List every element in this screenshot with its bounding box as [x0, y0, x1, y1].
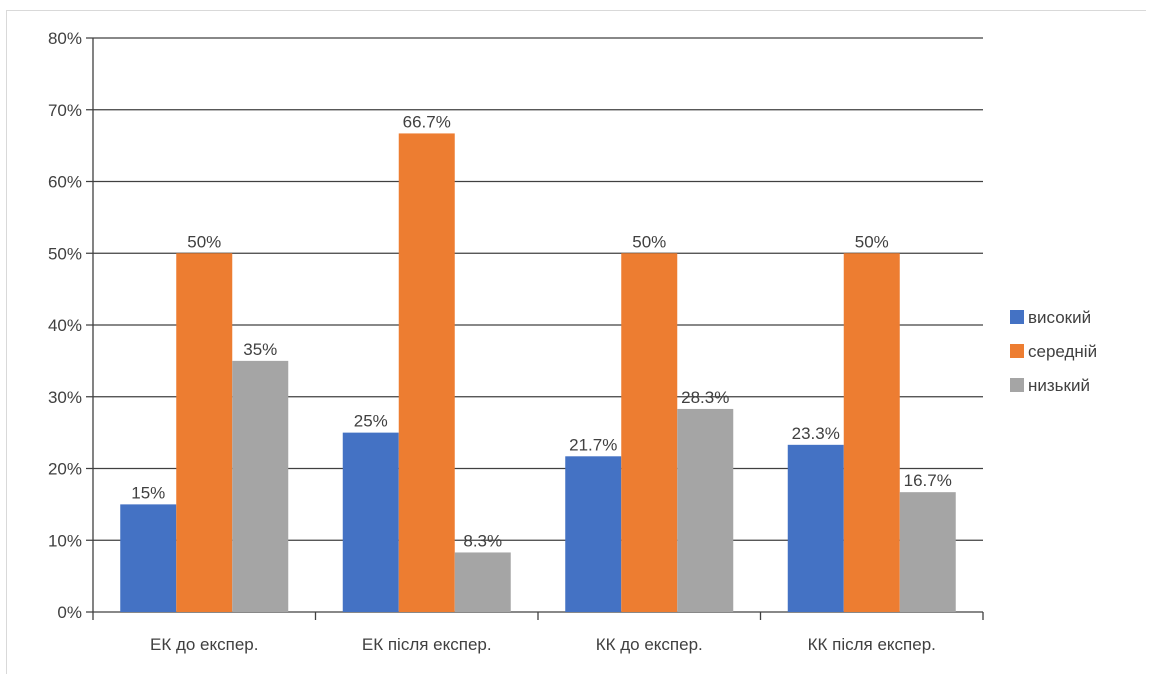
y-tick-label: 30% — [48, 388, 82, 407]
bar — [621, 253, 678, 612]
y-tick-label: 70% — [48, 101, 82, 120]
x-tick-label: КК після експер. — [808, 635, 936, 654]
y-tick-label: 40% — [48, 316, 82, 335]
bars — [120, 133, 956, 613]
y-tick-label: 10% — [48, 531, 82, 550]
y-tick-label: 80% — [48, 29, 82, 48]
bar — [843, 253, 900, 612]
legend-swatch — [1010, 344, 1024, 358]
bar — [176, 253, 233, 612]
y-tick-label: 60% — [48, 173, 82, 192]
grid-lines — [86, 37, 983, 613]
data-label: 28.3% — [681, 388, 729, 407]
data-label: 50% — [187, 232, 221, 251]
data-label: 21.7% — [569, 435, 617, 454]
legend-label: середній — [1028, 342, 1097, 361]
data-label: 23.3% — [792, 424, 840, 443]
x-tick-label: КК до експер. — [596, 635, 703, 654]
data-label: 50% — [855, 232, 889, 251]
data-label: 35% — [243, 340, 277, 359]
bar — [232, 360, 289, 612]
bar — [565, 456, 622, 612]
data-label: 8.3% — [463, 531, 502, 550]
data-labels: 15% 50% 35% 25% 66.7% 8.3% 21.7% 50% 28.3% 23.3% 5… — [131, 112, 952, 550]
bar — [398, 133, 455, 613]
y-tick-label: 0% — [57, 603, 82, 622]
data-label: 16.7% — [904, 471, 952, 490]
data-label: 25% — [354, 412, 388, 431]
chart-frame — [6, 10, 1146, 674]
data-label: 15% — [131, 483, 165, 502]
legend-swatch — [1010, 310, 1024, 324]
bar — [677, 408, 734, 612]
x-tick-label: ЕК до експер. — [150, 635, 258, 654]
x-tick-label: ЕК після експер. — [362, 635, 492, 654]
data-label: 50% — [632, 232, 666, 251]
y-tick-label: 20% — [48, 460, 82, 479]
bar — [120, 504, 177, 612]
legend: високий середній низький — [1010, 308, 1097, 395]
legend-label: високий — [1028, 308, 1091, 327]
legend-label: низький — [1028, 376, 1090, 395]
y-tick-label: 50% — [48, 244, 82, 263]
bar — [899, 492, 956, 612]
y-axis: 0% 10% 20% 30% 40% 50% 60% 70% 80% — [48, 29, 94, 622]
data-label: 66.7% — [403, 112, 451, 131]
bar — [342, 432, 399, 612]
legend-swatch — [1010, 378, 1024, 392]
x-axis: ЕК до експер. ЕК після експер. КК до експе… — [92, 612, 984, 654]
bar — [787, 444, 844, 612]
bar — [454, 552, 511, 612]
